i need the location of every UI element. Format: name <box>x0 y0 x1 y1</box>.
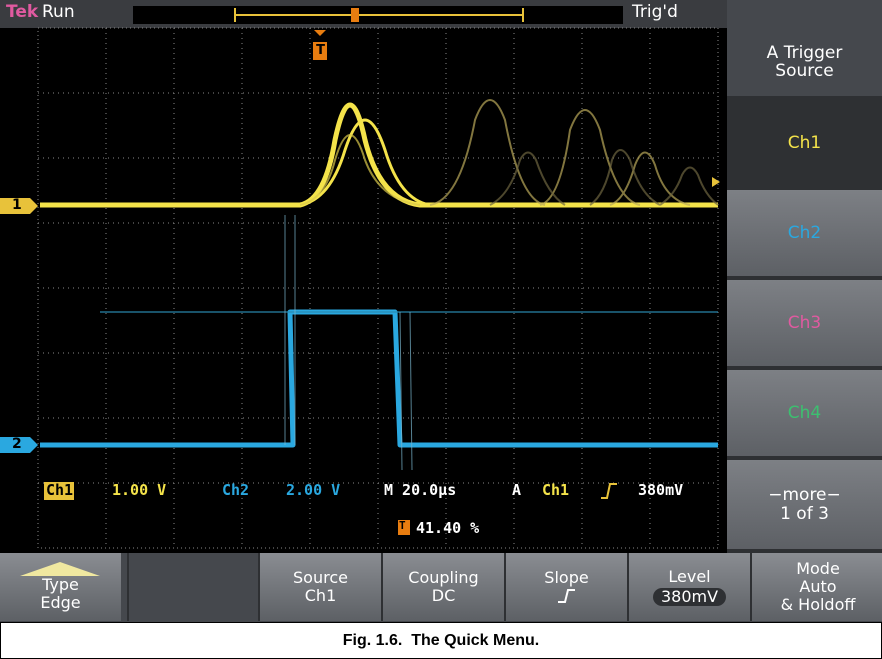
type-button[interactable]: Type Edge <box>0 553 121 621</box>
slope-icon <box>506 587 627 605</box>
ch2-scale: 2.00 V <box>286 481 340 499</box>
ch1-scale: 1.00 V <box>112 481 166 499</box>
menu-more[interactable]: −more− 1 of 3 <box>727 460 882 553</box>
timebase: M 20.0µs <box>384 481 456 499</box>
more-label: −more− <box>727 486 882 505</box>
trigger-marker: T <box>314 43 327 58</box>
button-label: Slope <box>506 569 627 587</box>
menu-title: A Trigger Source <box>727 28 882 100</box>
pointer <box>0 562 121 576</box>
menu-item[interactable]: Ch2 <box>727 190 882 280</box>
caption: Fig. 1.6. The Quick Menu. <box>0 622 882 659</box>
button-value: Auto <box>752 578 882 596</box>
button-value: & Holdoff <box>752 596 882 614</box>
button-label: Coupling <box>383 569 504 587</box>
coupling-button[interactable]: Coupling DC <box>381 553 504 621</box>
trigger-type: A <box>512 481 521 499</box>
trigger-level: 380mV <box>638 481 683 499</box>
button-value: DC <box>383 587 504 605</box>
source-button[interactable]: Source Ch1 <box>258 553 381 621</box>
menu-item[interactable]: Ch4 <box>727 370 882 460</box>
position-marker: T <box>399 519 406 532</box>
button-value: Ch1 <box>260 587 381 605</box>
ch2-label: Ch2 <box>222 481 249 499</box>
button-label: Type <box>0 576 121 594</box>
trigger-state: Trig'd <box>632 2 678 22</box>
ch2-marker: 2 <box>12 436 22 452</box>
oscilloscope: Tek Run Trig'd T 1 2 Ch1 1.00 V Ch2 2.00… <box>0 0 882 658</box>
ch1-marker: 1 <box>12 197 22 213</box>
button-value: 380mV <box>653 588 726 606</box>
menu-item[interactable]: Ch3 <box>727 280 882 370</box>
trigger-source: Ch1 <box>542 481 569 499</box>
run-state: Run <box>42 2 75 22</box>
button-label: Level <box>629 568 750 586</box>
ch1-label: Ch1 <box>46 481 73 499</box>
button-label: Mode <box>752 560 882 578</box>
mode-button[interactable]: Mode Auto & Holdoff <box>750 553 882 621</box>
button-value: Edge <box>0 594 121 612</box>
more-page: 1 of 3 <box>727 505 882 524</box>
screen <box>0 0 727 553</box>
trigger-position: 41.40 % <box>416 519 479 537</box>
slope-button[interactable]: Slope <box>504 553 627 621</box>
level-button[interactable]: Level 380mV <box>627 553 750 621</box>
empty-button <box>127 553 256 621</box>
brand: Tek <box>6 2 38 22</box>
menu-item[interactable]: Ch1 <box>727 100 882 190</box>
button-label: Source <box>260 569 381 587</box>
